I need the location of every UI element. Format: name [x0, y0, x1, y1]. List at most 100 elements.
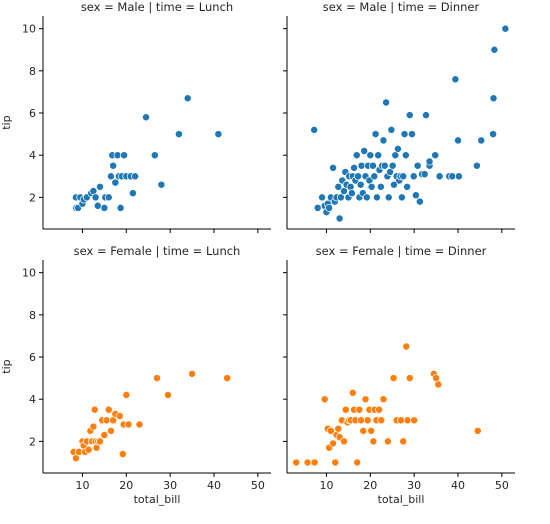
data-point	[109, 161, 118, 170]
data-point	[405, 374, 414, 383]
data-point	[122, 391, 131, 399]
data-point	[376, 182, 385, 191]
data-point	[451, 75, 460, 84]
data-point	[413, 161, 422, 170]
data-point	[501, 24, 510, 33]
y-tick-label: 2	[29, 435, 36, 448]
data-point	[454, 136, 462, 145]
data-point	[331, 458, 340, 467]
data-point	[188, 369, 197, 378]
data-point	[352, 151, 361, 160]
data-point	[408, 130, 416, 139]
data-point	[183, 94, 192, 103]
data-point	[104, 405, 113, 414]
data-point	[334, 182, 343, 191]
data-point	[375, 405, 384, 414]
x-tick-label: 20	[363, 479, 377, 492]
data-point	[340, 437, 348, 446]
data-point	[371, 130, 380, 139]
data-point	[96, 182, 104, 191]
x-tick-label: 30	[407, 479, 421, 492]
data-point	[102, 416, 111, 425]
data-point	[326, 426, 335, 435]
y-tick-label: 6	[29, 351, 36, 364]
data-point	[401, 151, 410, 160]
data-point	[107, 426, 115, 435]
data-point	[124, 420, 133, 429]
data-point	[357, 416, 366, 425]
data-point	[405, 111, 414, 120]
data-point	[359, 426, 368, 435]
y-axis-label: tip	[0, 359, 13, 373]
data-point	[490, 45, 499, 54]
data-point	[356, 180, 365, 189]
data-point	[113, 151, 122, 160]
data-point	[90, 405, 99, 414]
data-point	[403, 416, 412, 425]
data-point	[397, 416, 405, 425]
data-point	[384, 193, 393, 202]
data-point	[368, 161, 377, 170]
x-tick-label: 20	[119, 479, 133, 492]
panel-title: sex = Female | time = Dinner	[316, 244, 487, 258]
data-point	[389, 374, 398, 383]
data-point	[387, 125, 396, 134]
data-point	[115, 412, 124, 421]
data-point	[353, 458, 362, 467]
data-point	[335, 214, 344, 223]
panel-title: sex = Female | time = Lunch	[74, 244, 241, 258]
facet-panel-0: sex = Male | time = Lunch 2 4 6 8 10 tip	[0, 0, 271, 233]
data-point	[325, 203, 334, 212]
data-point	[377, 416, 386, 425]
data-point	[388, 161, 397, 170]
data-point	[420, 170, 429, 179]
y-tick-label: 2	[29, 191, 36, 204]
data-point	[435, 172, 444, 181]
panel-title: sex = Male | time = Lunch	[81, 0, 233, 14]
data-point	[370, 172, 379, 181]
data-point	[150, 151, 159, 160]
data-point	[454, 172, 463, 181]
data-point	[383, 437, 392, 446]
data-point	[400, 130, 409, 139]
data-point	[477, 136, 486, 145]
data-point	[142, 113, 150, 122]
data-point	[164, 391, 172, 399]
data-point	[367, 426, 376, 435]
data-point	[84, 445, 93, 454]
data-point	[310, 125, 319, 134]
data-point	[329, 439, 337, 448]
y-tick-label: 4	[29, 149, 36, 162]
x-tick-label: 10	[75, 479, 89, 492]
y-tick-label: 8	[29, 309, 36, 322]
y-tick-label: 6	[29, 107, 36, 120]
data-point	[320, 395, 329, 404]
data-point	[104, 193, 113, 202]
data-point	[402, 342, 411, 351]
y-tick-label: 10	[22, 23, 36, 36]
panel-title: sex = Male | time = Dinner	[323, 0, 480, 14]
data-point	[313, 203, 322, 212]
facet-panel-1: sex = Male | time = Dinner	[283, 0, 515, 233]
x-tick-label: 40	[451, 479, 465, 492]
data-point	[390, 180, 398, 189]
x-axis-label: total_bill	[134, 493, 181, 506]
data-point	[403, 182, 412, 191]
data-point	[431, 151, 440, 160]
data-point	[472, 161, 481, 170]
data-point	[369, 437, 378, 446]
data-point	[379, 136, 388, 145]
facet-panel-3: sex = Female | time = Dinner 10 20 30 40 50 to…	[283, 244, 515, 506]
x-tick-label: 10	[319, 479, 333, 492]
data-point	[355, 405, 364, 414]
data-point	[116, 203, 125, 212]
data-point	[399, 437, 408, 446]
data-point	[318, 193, 327, 202]
data-point	[411, 191, 420, 200]
data-point	[362, 193, 371, 202]
data-point	[346, 182, 355, 191]
data-point	[425, 157, 434, 166]
data-point	[410, 416, 419, 425]
data-point	[397, 193, 406, 202]
data-point	[120, 151, 129, 160]
